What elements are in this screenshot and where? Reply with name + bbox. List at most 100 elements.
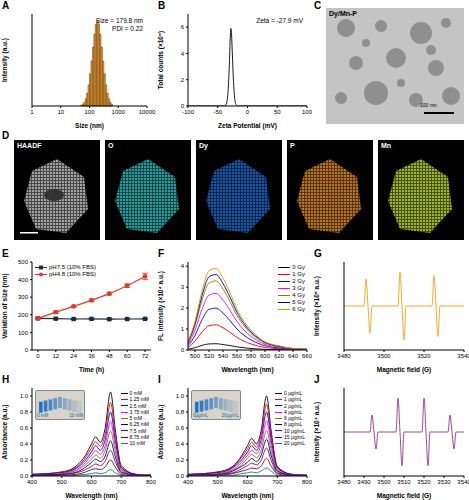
svg-text:Variation of size (nm): Variation of size (nm) [8, 273, 9, 338]
svg-text:Intensity (a.u.): Intensity (a.u.) [8, 38, 9, 82]
svg-text:600: 600 [242, 479, 253, 485]
svg-text:24: 24 [70, 353, 77, 359]
html-text:D: D [2, 130, 10, 141]
svg-text:580: 580 [246, 353, 257, 359]
svg-text:2: 2 [181, 305, 185, 311]
svg-text:0.6: 0.6 [176, 425, 185, 431]
html-text:B: B [158, 0, 166, 11]
svg-text:660: 660 [302, 353, 312, 359]
svg-text:0.8: 0.8 [176, 409, 185, 415]
svg-text:3510: 3510 [397, 479, 411, 485]
svg-text:0.2: 0.2 [176, 457, 185, 463]
svg-text:Absorbance (a.u.): Absorbance (a.u.) [8, 405, 9, 460]
svg-text:Wavelength (nm): Wavelength (nm) [221, 492, 273, 500]
svg-text:50: 50 [274, 109, 281, 115]
svg-text:4: 4 [181, 263, 185, 269]
svg-text:3500: 3500 [377, 479, 391, 485]
svg-text:0.2: 0.2 [20, 457, 29, 463]
svg-text:3480: 3480 [337, 479, 351, 485]
svg-text:100: 100 [84, 109, 95, 115]
svg-text:Time (h): Time (h) [79, 366, 104, 374]
html-text:PDI = 0.22: PDI = 0.22 [112, 25, 143, 32]
svg-text:500: 500 [190, 353, 201, 359]
svg-text:3540: 3540 [457, 353, 461, 359]
svg-text:400: 400 [27, 479, 38, 485]
svg-text:4: 4 [181, 51, 185, 57]
svg-text:1: 1 [30, 109, 34, 115]
svg-text:10: 10 [57, 109, 64, 115]
svg-text:0.4: 0.4 [176, 441, 185, 447]
svg-text:6: 6 [181, 24, 185, 30]
svg-text:560: 560 [232, 353, 243, 359]
svg-text:300: 300 [18, 294, 29, 300]
svg-text:600: 600 [260, 353, 271, 359]
svg-text:Wavelength (nm): Wavelength (nm) [65, 492, 117, 500]
svg-text:Total counts (×10⁵): Total counts (×10⁵) [157, 31, 165, 89]
svg-text:640: 640 [288, 353, 299, 359]
svg-text:-50: -50 [213, 109, 222, 115]
svg-text:Magnetic field (G): Magnetic field (G) [377, 366, 432, 374]
svg-text:0: 0 [181, 103, 185, 109]
svg-text:Size (nm): Size (nm) [75, 122, 104, 130]
svg-text:0.0: 0.0 [20, 473, 29, 479]
svg-text:540: 540 [218, 353, 229, 359]
svg-text:100: 100 [302, 109, 312, 115]
svg-text:800: 800 [302, 479, 312, 485]
svg-text:3500: 3500 [377, 353, 391, 359]
svg-text:700: 700 [272, 479, 283, 485]
svg-text:0: 0 [246, 109, 250, 115]
html-text:C: C [314, 0, 322, 11]
html-text:G: G [314, 248, 322, 259]
svg-text:500: 500 [18, 259, 29, 265]
svg-text:10000: 10000 [139, 109, 156, 115]
svg-text:600: 600 [86, 479, 97, 485]
svg-text:60: 60 [124, 353, 131, 359]
svg-text:400: 400 [183, 479, 194, 485]
svg-text:0.0: 0.0 [176, 473, 185, 479]
svg-text:Intensity (×10⁴ a.u.): Intensity (×10⁴ a.u.) [313, 402, 321, 462]
svg-text:3480: 3480 [337, 353, 351, 359]
svg-text:3: 3 [181, 284, 185, 290]
svg-text:72: 72 [142, 353, 149, 359]
svg-text:0.6: 0.6 [20, 425, 29, 431]
svg-text:100: 100 [18, 330, 29, 336]
svg-text:2: 2 [181, 77, 185, 83]
svg-text:FL intensity (×10⁴ a.u.): FL intensity (×10⁴ a.u.) [157, 271, 165, 341]
svg-text:-100: -100 [182, 109, 195, 115]
svg-text:1.0: 1.0 [20, 393, 29, 399]
svg-text:Intensity (×10⁵ a.u.): Intensity (×10⁵ a.u.) [313, 276, 321, 336]
svg-text:Magnetic field (G): Magnetic field (G) [377, 492, 432, 500]
svg-text:520: 520 [204, 353, 215, 359]
svg-text:620: 620 [274, 353, 285, 359]
svg-text:Wavelength (nm): Wavelength (nm) [221, 366, 273, 374]
html-text:Zeta = -27.9 mV: Zeta = -27.9 mV [256, 17, 303, 24]
svg-text:Absorbance (a.u.): Absorbance (a.u.) [157, 405, 165, 460]
html-text:H: H [2, 374, 10, 385]
svg-text:0: 0 [25, 347, 29, 353]
html-text:Size = 179.8 nm: Size = 179.8 nm [95, 17, 143, 24]
svg-text:0: 0 [36, 353, 40, 359]
svg-text:0: 0 [181, 347, 185, 353]
html-text:A: A [2, 0, 10, 11]
svg-text:3540: 3540 [457, 479, 461, 485]
svg-text:3490: 3490 [357, 479, 371, 485]
svg-text:36: 36 [88, 353, 95, 359]
svg-text:1: 1 [181, 326, 185, 332]
svg-text:3530: 3530 [437, 479, 451, 485]
svg-text:3520: 3520 [417, 353, 431, 359]
svg-text:1000: 1000 [112, 109, 126, 115]
svg-text:12: 12 [52, 353, 59, 359]
svg-text:1.0: 1.0 [176, 393, 185, 399]
svg-text:700: 700 [116, 479, 127, 485]
svg-text:500: 500 [57, 479, 68, 485]
svg-text:200: 200 [18, 312, 29, 318]
svg-text:48: 48 [106, 353, 113, 359]
svg-text:400: 400 [18, 277, 29, 283]
svg-text:3520: 3520 [417, 479, 431, 485]
html-text:E: E [2, 248, 9, 259]
svg-text:0.4: 0.4 [20, 441, 29, 447]
svg-text:500: 500 [213, 479, 224, 485]
svg-text:Zeta Potential (mV): Zeta Potential (mV) [218, 122, 277, 130]
svg-text:0.8: 0.8 [20, 409, 29, 415]
svg-text:800: 800 [146, 479, 156, 485]
